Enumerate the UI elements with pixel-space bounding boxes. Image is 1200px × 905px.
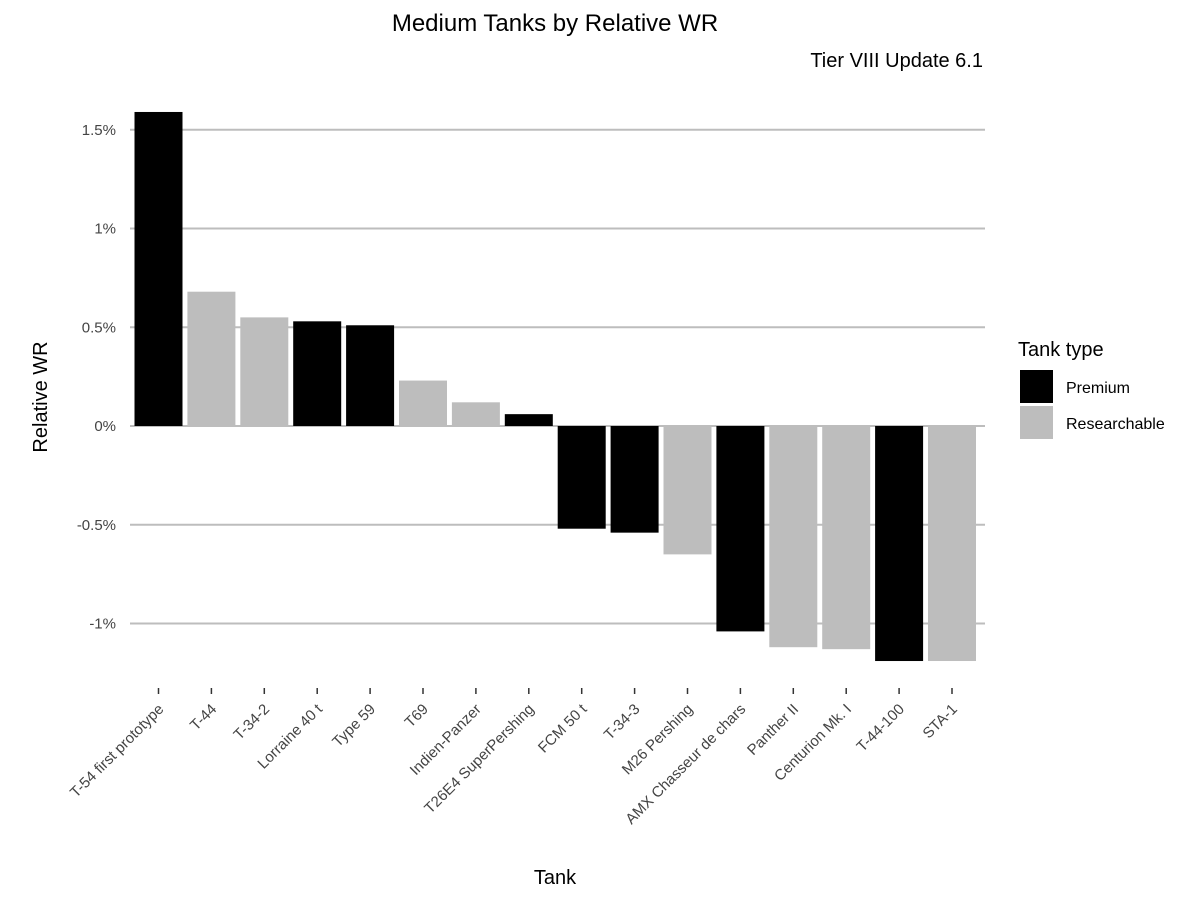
x-tick-label: T26E4 SuperPershing	[421, 701, 537, 817]
bars	[134, 111, 976, 662]
legend-label-premium: Premium	[1066, 380, 1130, 397]
bar	[451, 402, 500, 426]
x-tick-label: Type 59	[329, 701, 379, 751]
legend-label-researchable: Researchable	[1066, 416, 1165, 433]
legend-title: Tank type	[1018, 339, 1104, 361]
x-tick-label: T69	[402, 701, 432, 731]
x-tick-label: T-44-100	[853, 701, 907, 755]
bar	[610, 426, 659, 533]
x-tick-label: T-34-2	[230, 701, 273, 744]
bar	[399, 380, 447, 426]
y-axis-ticks: 1.5% 1% 0.5% 0% -0.5% -1%	[77, 122, 116, 633]
x-tick-label: T-54 first prototype	[67, 701, 167, 801]
bar	[504, 414, 553, 426]
bar	[822, 426, 871, 650]
bar	[240, 317, 289, 426]
bar	[769, 426, 818, 648]
bar	[346, 325, 395, 426]
legend-swatch-researchable	[1020, 406, 1053, 439]
bar	[557, 426, 606, 529]
bar	[134, 111, 183, 426]
bar	[716, 426, 765, 632]
x-tick-label: STA-1	[920, 701, 961, 742]
y-tick-label: -1%	[89, 616, 116, 633]
bar	[187, 291, 236, 426]
x-tick-label: FCM 50 t	[535, 700, 591, 756]
bar	[663, 426, 712, 555]
x-tick-label: T-44	[187, 701, 220, 734]
legend-swatch-premium	[1020, 370, 1053, 403]
bar	[875, 426, 924, 662]
y-tick-label: 0.5%	[82, 319, 116, 336]
y-tick-label: -0.5%	[77, 517, 116, 534]
bar	[928, 426, 976, 662]
y-axis-title: Relative WR	[30, 341, 52, 452]
x-axis-title: Tank	[534, 867, 577, 889]
chart-title: Medium Tanks by Relative WR	[392, 10, 718, 37]
x-tick-label: T-34-3	[601, 701, 644, 744]
bar	[293, 321, 342, 426]
y-tick-label: 1%	[94, 221, 116, 238]
legend: Tank type Premium Researchable	[1018, 339, 1165, 439]
y-tick-label: 0%	[94, 418, 116, 435]
y-tick-label: 1.5%	[82, 122, 116, 139]
chart-subtitle: Tier VIII Update 6.1	[810, 50, 983, 72]
